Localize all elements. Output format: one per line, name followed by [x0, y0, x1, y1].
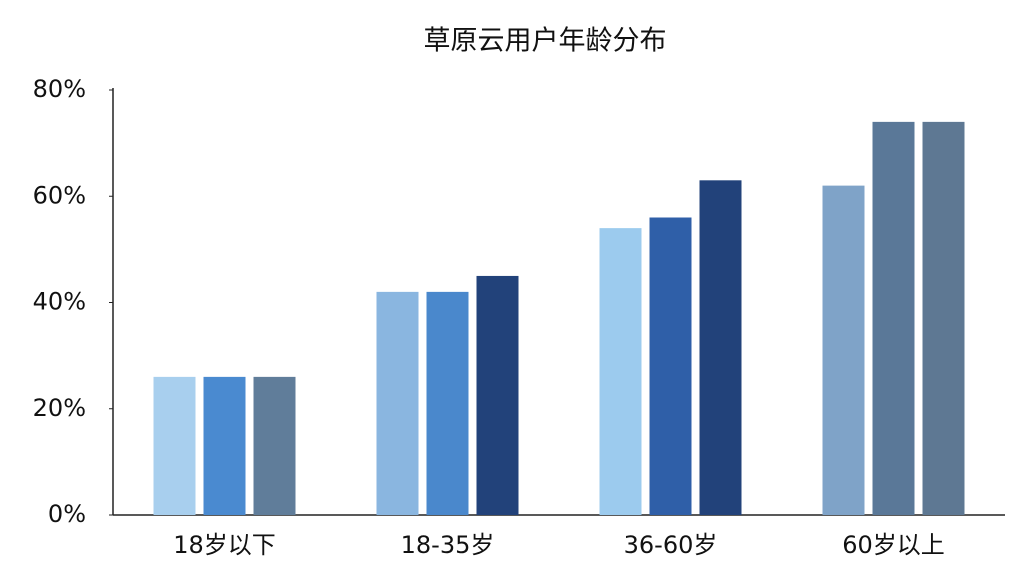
bar — [649, 217, 692, 515]
bar — [253, 376, 296, 515]
x-tick-label: 60岁以上 — [842, 531, 945, 559]
bar — [376, 291, 419, 515]
bar — [426, 291, 469, 515]
bar — [872, 121, 915, 515]
y-tick-label: 0% — [48, 500, 86, 528]
bar — [203, 376, 246, 515]
y-tick-label: 20% — [33, 394, 86, 422]
chart-title: 草原云用户年龄分布 — [424, 26, 667, 57]
bar — [599, 228, 642, 515]
bar — [153, 376, 196, 515]
bar — [699, 180, 742, 515]
y-tick-label: 80% — [33, 75, 86, 103]
y-tick-label: 40% — [33, 288, 86, 316]
bar — [922, 121, 965, 515]
bar — [822, 185, 865, 515]
x-tick-label: 18-35岁 — [401, 531, 495, 559]
x-tick-label: 18岁以下 — [173, 531, 276, 559]
x-tick-label: 36-60岁 — [624, 531, 718, 559]
bar — [476, 275, 519, 515]
y-tick-label: 60% — [33, 181, 86, 209]
